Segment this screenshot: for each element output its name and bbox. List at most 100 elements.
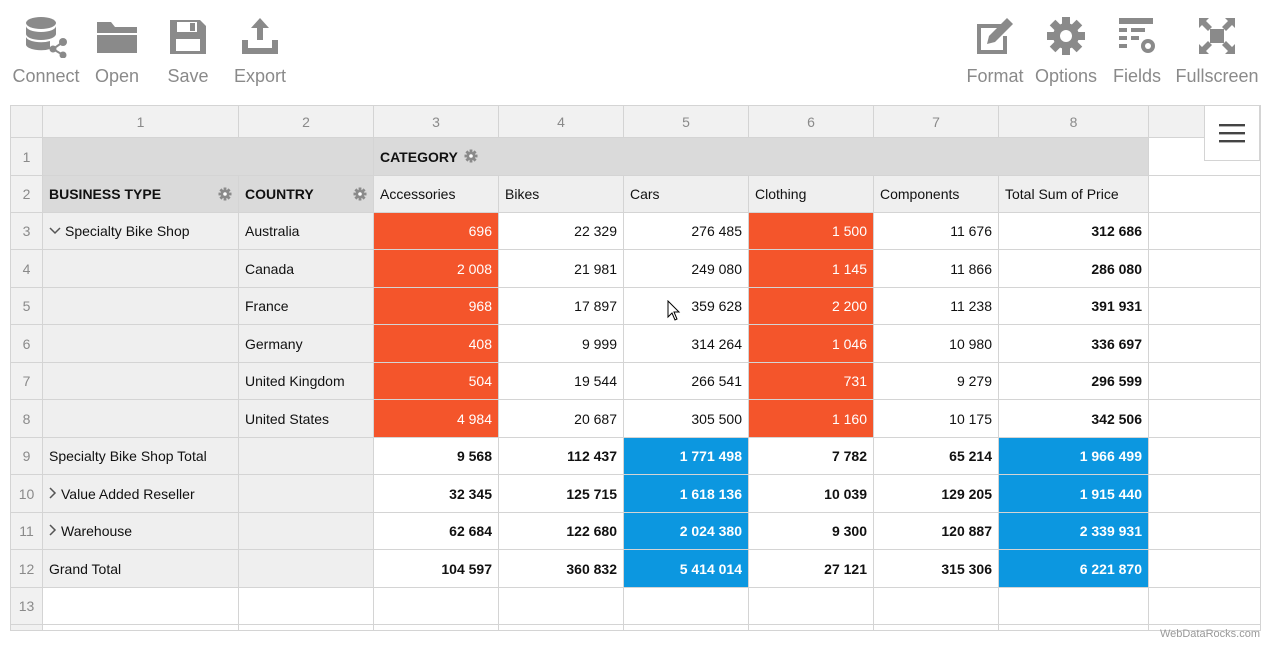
country-cell[interactable]: France [239,288,374,325]
connect-button[interactable]: Connect [12,14,80,96]
business-type-cell[interactable]: Specialty Bike Shop [43,213,239,250]
total-value-cell[interactable]: 62 684 [374,513,499,550]
value-cell[interactable]: 391 931 [999,288,1149,325]
value-cell[interactable]: 1 145 [749,250,874,288]
value-cell[interactable]: 305 500 [624,400,749,438]
total-value-cell[interactable]: 125 715 [499,475,624,513]
value-cell[interactable]: 696 [374,213,499,250]
category-column-header[interactable]: Accessories [374,176,499,213]
value-cell[interactable]: 9 279 [874,363,999,400]
total-value-cell[interactable]: 9 568 [374,438,499,475]
total-value-cell[interactable]: 10 039 [749,475,874,513]
row-number-header[interactable]: 1 [11,138,43,176]
category-header[interactable]: CATEGORY [374,138,1149,176]
category-column-header[interactable]: Bikes [499,176,624,213]
value-cell[interactable]: 19 544 [499,363,624,400]
export-button[interactable]: Export [232,14,288,96]
value-cell[interactable]: 11 238 [874,288,999,325]
open-button[interactable]: Open [92,14,142,96]
row-number-header[interactable]: 8 [11,400,43,438]
row-number-header[interactable]: 3 [11,213,43,250]
value-cell[interactable]: 1 160 [749,400,874,438]
value-cell[interactable]: 276 485 [624,213,749,250]
value-cell[interactable]: 249 080 [624,250,749,288]
options-button[interactable]: Options [1034,14,1098,96]
business-type-settings-gear-icon[interactable] [218,187,232,203]
column-number-header[interactable]: 4 [499,106,624,138]
row-number-header[interactable]: 4 [11,250,43,288]
value-cell[interactable]: 731 [749,363,874,400]
total-value-cell[interactable]: 104 597 [374,550,499,588]
row-number-header[interactable]: 13 [11,588,43,625]
value-cell[interactable]: 9 999 [499,325,624,363]
total-value-cell[interactable]: 1 966 499 [999,438,1149,475]
total-value-cell[interactable]: 5 414 014 [624,550,749,588]
total-value-cell[interactable]: 129 205 [874,475,999,513]
total-value-cell[interactable]: 9 300 [749,513,874,550]
total-label-cell[interactable]: Grand Total [43,550,239,588]
total-value-cell[interactable]: 65 214 [874,438,999,475]
fullscreen-button[interactable]: Fullscreen [1174,14,1260,96]
total-value-cell[interactable]: 7 782 [749,438,874,475]
value-cell[interactable]: 296 599 [999,363,1149,400]
expand-chevron-icon[interactable] [49,486,57,501]
grid-menu-button[interactable] [1204,105,1260,161]
row-number-header[interactable]: 11 [11,513,43,550]
category-column-header[interactable]: Clothing [749,176,874,213]
collapse-chevron-icon[interactable] [49,225,61,237]
business-type-header[interactable]: BUSINESS TYPE [43,176,239,213]
value-cell[interactable]: 17 897 [499,288,624,325]
total-value-cell[interactable]: 1 915 440 [999,475,1149,513]
value-cell[interactable]: 342 506 [999,400,1149,438]
value-cell[interactable]: 10 175 [874,400,999,438]
total-value-cell[interactable]: 2 024 380 [624,513,749,550]
value-cell[interactable]: 336 697 [999,325,1149,363]
total-label-cell[interactable]: Warehouse [43,513,239,550]
column-number-header[interactable]: 6 [749,106,874,138]
value-cell[interactable]: 20 687 [499,400,624,438]
total-value-cell[interactable]: 1 618 136 [624,475,749,513]
value-cell[interactable]: 10 980 [874,325,999,363]
category-column-header[interactable]: Components [874,176,999,213]
country-header[interactable]: COUNTRY [239,176,374,213]
value-cell[interactable]: 2 200 [749,288,874,325]
total-value-cell[interactable]: 120 887 [874,513,999,550]
row-number-header[interactable]: 5 [11,288,43,325]
value-cell[interactable]: 4 984 [374,400,499,438]
total-value-cell[interactable]: 315 306 [874,550,999,588]
total-label-cell[interactable]: Specialty Bike Shop Total [43,438,239,475]
value-cell[interactable]: 408 [374,325,499,363]
country-cell[interactable]: United Kingdom [239,363,374,400]
total-value-cell[interactable]: 122 680 [499,513,624,550]
value-cell[interactable]: 286 080 [999,250,1149,288]
column-number-header[interactable]: 2 [239,106,374,138]
value-cell[interactable]: 1 500 [749,213,874,250]
total-value-cell[interactable]: 32 345 [374,475,499,513]
category-column-header[interactable]: Cars [624,176,749,213]
value-cell[interactable]: 11 866 [874,250,999,288]
total-value-cell[interactable]: 360 832 [499,550,624,588]
row-number-header[interactable]: 12 [11,550,43,588]
value-cell[interactable]: 2 008 [374,250,499,288]
fields-button[interactable]: Fields [1110,14,1164,96]
column-number-header[interactable]: 5 [624,106,749,138]
value-cell[interactable]: 22 329 [499,213,624,250]
value-cell[interactable]: 266 541 [624,363,749,400]
row-number-header[interactable]: 7 [11,363,43,400]
total-label-cell[interactable]: Value Added Reseller [43,475,239,513]
country-cell[interactable]: Canada [239,250,374,288]
value-cell[interactable]: 11 676 [874,213,999,250]
row-number-header[interactable]: 2 [11,176,43,213]
value-cell[interactable]: 968 [374,288,499,325]
value-cell[interactable]: 312 686 [999,213,1149,250]
expand-chevron-icon[interactable] [49,524,57,538]
total-value-cell[interactable]: 2 339 931 [999,513,1149,550]
value-cell[interactable]: 359 628 [624,288,749,325]
value-cell[interactable]: 1 046 [749,325,874,363]
total-value-cell[interactable]: 27 121 [749,550,874,588]
column-number-header[interactable]: 7 [874,106,999,138]
column-number-header[interactable]: 8 [999,106,1149,138]
save-button[interactable]: Save [164,14,212,96]
value-cell[interactable]: 21 981 [499,250,624,288]
total-value-cell[interactable]: 1 771 498 [624,438,749,475]
